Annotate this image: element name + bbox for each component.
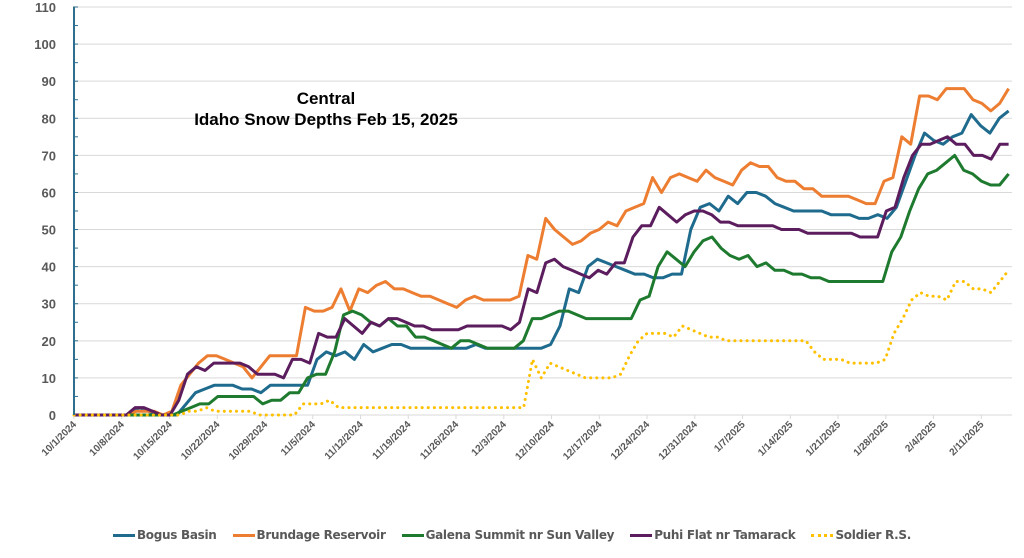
- chart-title-line-1: Central: [297, 89, 356, 108]
- x-tick-label: 10/22/2024: [179, 419, 222, 462]
- series-line-brundage-reservoir: [74, 87, 1010, 417]
- y-axis-ticks: 0 10 20 30 40 50 60 70 80 90 100 110: [34, 0, 78, 423]
- legend-label: Galena Summit nr Sun Valley: [425, 528, 615, 542]
- gridlines: [74, 6, 1012, 416]
- x-axis-ticks: 10/1/2024 10/8/2024 10/15/2024 10/22/2024 10…: [40, 415, 987, 463]
- y-tick-label: 0: [49, 408, 56, 423]
- x-tick-label: 10/29/2024: [227, 419, 270, 462]
- x-tick-label: 12/24/2024: [609, 419, 652, 462]
- legend-item: Puhi Flat nr Tamarack: [630, 528, 796, 542]
- y-tick-label: 70: [42, 148, 56, 163]
- x-tick-label: 1/14/2025: [756, 419, 796, 459]
- x-tick-label: 12/17/2024: [561, 419, 604, 462]
- x-tick-label: 11/5/2024: [279, 419, 318, 458]
- legend-item: Galena Summit nr Sun Valley: [401, 528, 615, 542]
- x-tick-label: 2/4/2025: [903, 419, 939, 455]
- legend-swatch: [811, 533, 834, 537]
- x-tick-label: 11/19/2024: [371, 419, 414, 462]
- x-tick-label: 1/7/2025: [712, 419, 748, 455]
- y-tick-label: 80: [42, 111, 56, 126]
- x-tick-label: 10/15/2024: [131, 419, 174, 462]
- series-lines: [72, 87, 1011, 417]
- legend-swatch: [232, 533, 255, 537]
- legend-label: Soldier R.S.: [835, 528, 912, 542]
- x-tick-label: 10/1/2024: [40, 419, 80, 459]
- chart-title-line-2: Idaho Snow Depths Feb 15, 2025: [194, 110, 458, 129]
- legend-label: Brundage Reservoir: [256, 528, 386, 542]
- legend-item: Soldier R.S.: [811, 528, 911, 542]
- series-line-galena-summit-nr-sun-valley: [74, 153, 1010, 417]
- legend-item: Brundage Reservoir: [232, 528, 386, 542]
- legend-swatch: [630, 533, 653, 537]
- x-tick-label: 12/10/2024: [513, 419, 556, 462]
- x-tick-label: 2/11/2025: [948, 419, 987, 458]
- x-tick-label: 10/8/2024: [88, 419, 128, 459]
- y-tick-label: 50: [42, 223, 56, 238]
- legend-swatch: [401, 533, 424, 537]
- series-line-soldier-r-s: [72, 268, 1011, 417]
- legend-swatch: [112, 533, 135, 537]
- x-tick-label: 1/21/2025: [804, 419, 844, 459]
- series-line-bogus-basin: [74, 109, 1010, 417]
- x-tick-label: 12/31/2024: [657, 419, 700, 462]
- y-tick-label: 30: [42, 297, 56, 312]
- x-tick-label: 11/12/2024: [323, 419, 366, 462]
- y-tick-label: 90: [42, 74, 56, 89]
- legend: Bogus Basin Brundage Reservoir Galena Summ…: [0, 524, 1024, 546]
- legend-item: Bogus Basin: [112, 528, 217, 542]
- x-tick-label: 1/28/2025: [852, 419, 892, 459]
- series-line-puhi-flat-nr-tamarack: [74, 135, 1009, 417]
- y-tick-label: 40: [42, 260, 56, 275]
- y-tick-label: 10: [42, 371, 56, 386]
- y-tick-label: 60: [42, 185, 56, 200]
- y-tick-label: 20: [42, 334, 56, 349]
- x-tick-label: 12/3/2024: [470, 419, 510, 459]
- legend-label: Bogus Basin: [136, 528, 217, 542]
- y-tick-label: 110: [35, 0, 56, 15]
- x-tick-label: 11/26/2024: [418, 419, 461, 462]
- y-tick-label: 100: [34, 37, 56, 52]
- legend-label: Puhi Flat nr Tamarack: [654, 528, 796, 542]
